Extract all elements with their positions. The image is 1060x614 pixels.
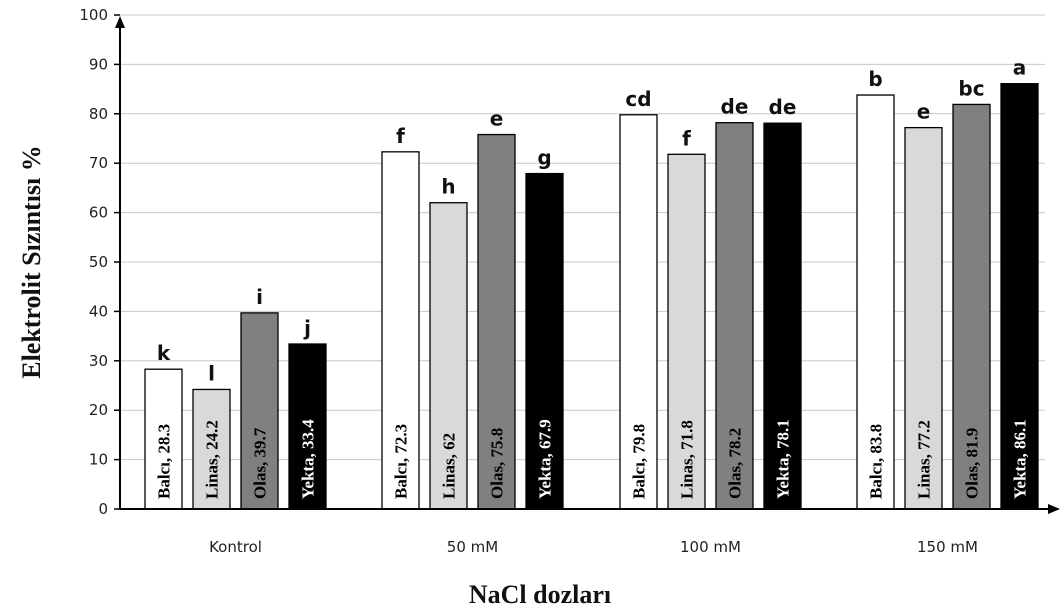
x-category-label: Kontrol <box>209 538 262 556</box>
y-axis-title: Elektrolit Sızıntısı % <box>17 145 46 379</box>
y-axis-arrow <box>115 16 125 28</box>
bar-value-label: Yekta, 78.1 <box>774 419 793 499</box>
significance-letter: f <box>682 126 691 150</box>
bar-value-label: Balcı, 83.8 <box>867 424 886 499</box>
significance-letter: de <box>721 95 749 119</box>
bar <box>381 151 420 510</box>
bar <box>763 122 802 510</box>
bar <box>288 343 327 510</box>
y-tick-label: 40 <box>89 302 108 320</box>
bar-value-label: Yekta, 67.9 <box>536 419 555 499</box>
bar <box>192 388 231 510</box>
significance-letter: l <box>208 361 215 385</box>
bar-value-label: Balcı, 72.3 <box>392 424 411 499</box>
bar <box>525 172 564 510</box>
bar <box>619 114 658 510</box>
y-tick-labels: 0 10 20 30 40 50 60 70 80 90 100 <box>79 6 108 518</box>
bar <box>1000 83 1039 510</box>
y-tick-label: 10 <box>89 451 108 469</box>
bar-value-label: Balcı, 28.3 <box>155 424 174 499</box>
y-tick-label: 70 <box>89 154 108 172</box>
significance-letter: e <box>490 107 504 131</box>
y-tick-label: 90 <box>89 55 108 73</box>
y-tick-label: 30 <box>89 352 108 370</box>
bar-value-label: Balcı, 79.8 <box>630 424 649 499</box>
significance-letter: e <box>917 100 931 124</box>
bar-value-label: Yekta, 86.1 <box>1011 419 1030 499</box>
axes <box>115 16 1060 514</box>
bar-value-label: Linas, 24.2 <box>203 420 222 499</box>
bar <box>240 312 279 510</box>
bar-value-label: Olas, 39.7 <box>251 427 270 499</box>
significance-letter: bc <box>958 76 984 100</box>
significance-letter: cd <box>625 87 651 111</box>
bar <box>856 94 895 510</box>
y-tick-label: 50 <box>89 253 108 271</box>
significance-letter: g <box>537 146 551 170</box>
bar-value-label: Linas, 71.8 <box>678 420 697 499</box>
bar <box>715 122 754 510</box>
bar <box>144 368 183 510</box>
y-tick-label: 100 <box>79 6 108 24</box>
bar-value-label: Olas, 81.9 <box>963 428 982 499</box>
x-category-label: 50 mM <box>447 538 498 556</box>
y-tick-label: 20 <box>89 401 108 419</box>
bar-value-label: Linas, 62 <box>440 433 459 499</box>
x-axis-arrow <box>1048 504 1060 514</box>
bars <box>144 83 1039 510</box>
bar-value-label: Olas, 75.8 <box>488 428 507 499</box>
significance-letter: a <box>1013 56 1027 80</box>
y-tick-label: 60 <box>89 204 108 222</box>
bar-value-labels: Balcı, 28.3 Linas, 24.2 Olas, 39.7 Yekta, 3… <box>155 419 1030 499</box>
y-tick-label: 80 <box>89 105 108 123</box>
x-category-label: 150 mM <box>917 538 978 556</box>
x-category-label: 100 mM <box>680 538 741 556</box>
bar <box>477 133 516 510</box>
bar <box>952 103 991 510</box>
significance-letter: f <box>396 124 405 148</box>
significance-letter: h <box>441 175 455 199</box>
bar-value-label: Olas, 78.2 <box>726 428 745 499</box>
significance-letter: i <box>256 285 263 309</box>
significance-letter: k <box>157 341 171 365</box>
bar <box>904 126 943 510</box>
x-category-labels: Kontrol 50 mM 100 mM 150 mM <box>209 538 978 556</box>
significance-letter: b <box>868 67 882 91</box>
significance-letter: j <box>303 316 311 340</box>
significance-letter: de <box>769 95 797 119</box>
significance-letters: k l i j f h e g cd f de de b e bc a <box>157 56 1026 386</box>
y-tick-label: 0 <box>98 500 108 518</box>
bar-value-label: Yekta, 33.4 <box>299 419 318 499</box>
bar-value-label: Linas, 77.2 <box>915 420 934 499</box>
x-axis-title: NaCl dozları <box>469 580 611 609</box>
